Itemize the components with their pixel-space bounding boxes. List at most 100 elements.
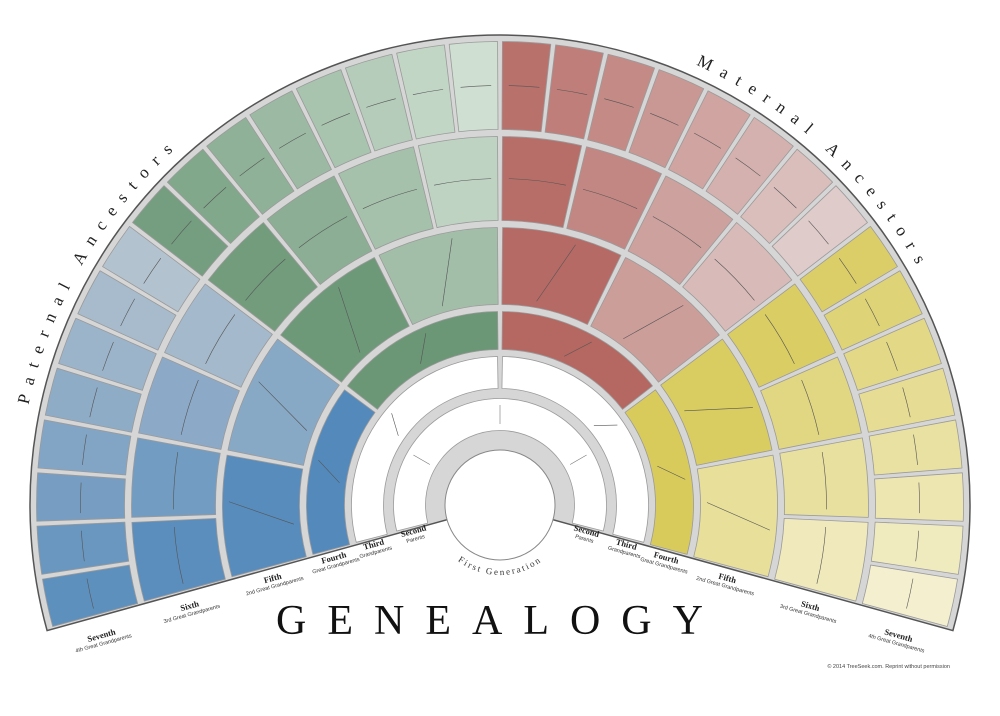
name-line bbox=[120, 298, 135, 327]
name-line bbox=[278, 132, 306, 149]
name-line bbox=[245, 258, 286, 301]
ancestor-cell bbox=[378, 227, 499, 325]
name-line bbox=[865, 298, 880, 327]
ancestor-cell bbox=[164, 283, 273, 388]
name-line bbox=[650, 113, 679, 126]
name-line bbox=[764, 314, 795, 365]
name-line bbox=[318, 459, 340, 484]
name-line bbox=[362, 188, 418, 209]
ancestor-cell bbox=[501, 311, 653, 410]
generation-name: Fifth bbox=[717, 571, 737, 586]
ancestor-cell bbox=[166, 148, 260, 244]
name-line bbox=[915, 530, 920, 562]
ancestor-cell bbox=[448, 41, 499, 133]
ancestor-cell bbox=[624, 389, 694, 555]
name-line bbox=[838, 257, 857, 284]
name-line bbox=[816, 526, 827, 584]
name-line bbox=[536, 244, 576, 302]
name-line bbox=[460, 85, 492, 88]
ancestor-cell bbox=[627, 175, 734, 285]
generation-labels: SecondParentsSecondParentsThirdGrandpare… bbox=[75, 522, 925, 655]
ancestor-cell bbox=[779, 437, 869, 518]
name-line bbox=[203, 187, 227, 209]
name-line bbox=[86, 578, 94, 609]
name-line bbox=[180, 379, 199, 435]
ancestor-cell bbox=[587, 53, 655, 152]
name-line bbox=[413, 454, 431, 465]
ancestor-cell bbox=[843, 317, 942, 391]
name-line bbox=[582, 188, 638, 209]
name-line bbox=[228, 501, 294, 525]
name-line bbox=[623, 305, 684, 339]
ancestor-cell bbox=[347, 311, 499, 410]
name-line bbox=[298, 216, 348, 249]
name-line bbox=[420, 333, 427, 364]
name-line bbox=[258, 381, 308, 431]
copyright: © 2014 TreeSeek.com. Reprint without per… bbox=[827, 663, 950, 670]
name-line bbox=[564, 341, 592, 357]
name-line bbox=[569, 454, 587, 465]
name-line bbox=[556, 89, 588, 95]
name-line bbox=[338, 287, 361, 353]
name-line bbox=[171, 220, 192, 245]
name-line bbox=[913, 434, 918, 465]
ancestor-cell bbox=[266, 175, 373, 285]
ancestor-cell bbox=[138, 356, 240, 450]
ancestor-cell bbox=[131, 517, 226, 602]
first-generation-cell bbox=[444, 449, 556, 561]
generation-subtitle: Parents bbox=[406, 534, 426, 545]
name-line bbox=[508, 178, 566, 186]
name-line bbox=[652, 216, 702, 249]
name-line bbox=[412, 89, 444, 95]
ancestor-cell bbox=[306, 389, 376, 555]
name-line bbox=[773, 187, 797, 209]
ancestor-cell bbox=[227, 338, 340, 466]
ancestor-cell bbox=[501, 356, 649, 543]
name-line bbox=[321, 113, 350, 126]
name-line bbox=[604, 98, 634, 108]
name-line bbox=[239, 157, 265, 177]
name-line bbox=[906, 578, 914, 609]
generation-name: Sixth bbox=[800, 598, 821, 613]
ancestor-cell bbox=[501, 41, 552, 133]
ancestor-cell bbox=[799, 225, 898, 313]
ancestor-cell bbox=[566, 146, 662, 250]
name-line bbox=[684, 407, 753, 412]
name-line bbox=[886, 341, 898, 371]
ancestor-cell bbox=[682, 222, 793, 332]
ancestor-cell bbox=[740, 148, 834, 244]
ancestor-cell bbox=[222, 454, 307, 578]
ancestor-cell bbox=[668, 90, 751, 190]
ancestor-cell bbox=[36, 472, 126, 522]
ancestor-cell bbox=[660, 338, 773, 466]
ancestor-cell bbox=[705, 117, 794, 215]
ancestor-cell bbox=[338, 146, 434, 250]
ancestor-cell bbox=[351, 356, 499, 543]
ancestor-cell bbox=[693, 454, 778, 578]
ancestor-cell bbox=[861, 564, 958, 627]
name-line bbox=[173, 452, 179, 510]
generation-name: Sixth bbox=[179, 598, 200, 613]
generation-subtitle: Parents bbox=[574, 534, 594, 545]
ancestor-cell bbox=[249, 90, 332, 190]
ancestor-cell bbox=[858, 367, 956, 433]
ancestor-cell bbox=[823, 270, 923, 351]
ancestor-cell bbox=[874, 472, 964, 522]
name-line bbox=[173, 526, 184, 584]
name-line bbox=[902, 387, 911, 418]
name-line bbox=[657, 465, 686, 480]
ancestor-cell bbox=[727, 283, 836, 388]
name-line bbox=[735, 157, 761, 177]
name-line bbox=[80, 482, 82, 514]
generation-name: Fifth bbox=[263, 571, 283, 586]
ancestor-cell bbox=[295, 69, 372, 169]
name-line bbox=[441, 238, 453, 307]
name-line bbox=[434, 178, 492, 186]
